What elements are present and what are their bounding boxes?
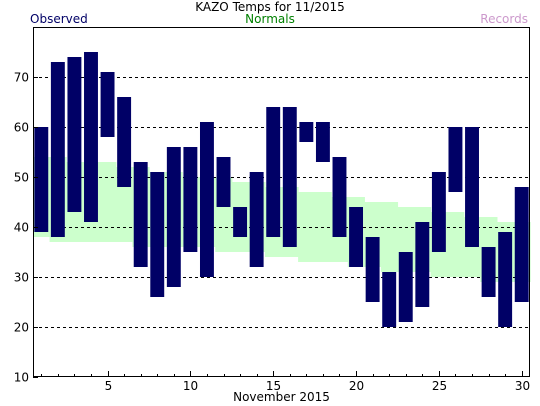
observed-bar-day-2 — [50, 62, 65, 237]
observed-bar-day-5 — [100, 72, 115, 137]
x-tick-label-20: 20 — [349, 379, 364, 393]
y-tick-label-40: 40 — [14, 221, 29, 235]
x-tick-label-10: 10 — [183, 379, 198, 393]
observed-bar-day-26 — [448, 127, 463, 192]
observed-bar-day-28 — [481, 247, 496, 297]
normal-range-day-26 — [447, 212, 465, 277]
observed-bar-day-1 — [34, 127, 49, 232]
observed-bar-day-30 — [514, 187, 529, 302]
observed-bar-day-22 — [382, 272, 397, 327]
observed-bar-day-15 — [266, 107, 281, 237]
observed-bar-day-4 — [84, 52, 98, 222]
y-tick-label-70: 70 — [14, 71, 29, 85]
legend-observed: Observed — [30, 12, 88, 26]
x-tick-label-30: 30 — [515, 379, 530, 393]
x-axis-label: November 2015 — [233, 390, 330, 404]
observed-bar-day-6 — [117, 97, 132, 187]
x-tick-label-15: 15 — [266, 379, 281, 393]
normal-range-day-5 — [99, 162, 117, 242]
observed-bar-day-20 — [349, 207, 364, 267]
observed-bar-day-25 — [431, 172, 446, 252]
x-tick-label-25: 25 — [432, 379, 447, 393]
y-tick-label-50: 50 — [14, 171, 29, 185]
normal-range-day-17 — [298, 192, 316, 262]
observed-bar-day-19 — [332, 157, 347, 237]
observed-bar-day-8 — [150, 172, 165, 297]
observed-bar-day-9 — [166, 147, 181, 287]
observed-bar-day-11 — [199, 122, 214, 277]
observed-bar-day-10 — [183, 147, 198, 252]
observed-bar-day-16 — [282, 107, 297, 247]
normal-range-day-22 — [380, 202, 399, 272]
x-tick-label-5: 5 — [105, 379, 113, 393]
observed-bar-day-29 — [498, 232, 513, 327]
observed-bar-day-13 — [233, 207, 248, 237]
y-tick-label-20: 20 — [14, 321, 29, 335]
y-tick-label-60: 60 — [14, 121, 29, 135]
plot-frame — [33, 27, 530, 377]
observed-bar-day-17 — [299, 122, 314, 142]
observed-bar-day-23 — [398, 252, 413, 322]
observed-bar-day-24 — [415, 222, 430, 307]
legend-records: Records — [480, 12, 528, 26]
chart-title: KAZO Temps for 11/2015 — [195, 0, 345, 14]
observed-bar-day-21 — [365, 237, 380, 302]
observed-bar-day-3 — [67, 57, 82, 212]
observed-bar-day-12 — [216, 157, 231, 207]
observed-bar-day-7 — [133, 162, 148, 267]
legend-normals: Normals — [245, 12, 295, 26]
y-tick-label-30: 30 — [14, 271, 29, 285]
observed-bar-day-18 — [315, 122, 330, 162]
y-tick-label-10: 10 — [14, 371, 29, 385]
observed-bar-day-27 — [465, 127, 479, 247]
observed-bar-day-14 — [249, 172, 264, 267]
